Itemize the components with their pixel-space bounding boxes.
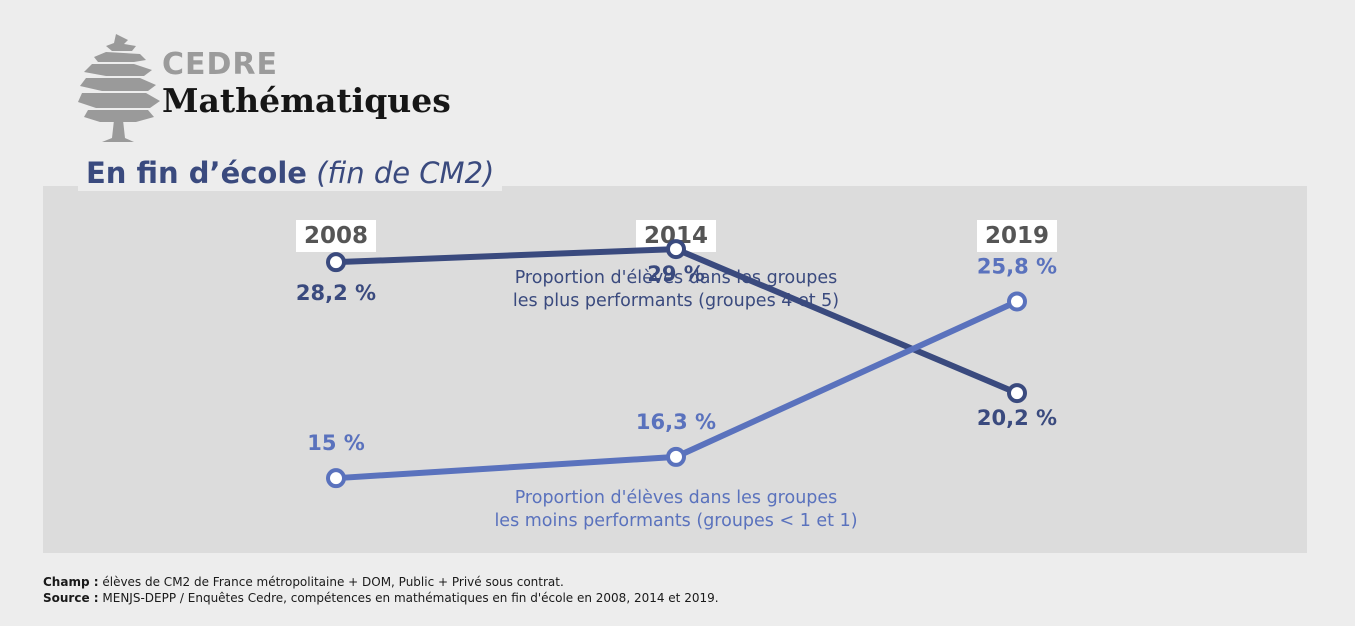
year-label-2008: 2008 [295, 220, 377, 252]
data-label-1-0: 15 % [307, 431, 365, 455]
source-label: Source : [43, 591, 99, 605]
cedar-tree-logo [78, 34, 160, 142]
heading-main: En fin d’école [86, 156, 307, 190]
subject-title: Mathématiques [162, 81, 451, 120]
source-note: Source : MENJS-DEPP / Enquêtes Cedre, co… [43, 590, 719, 606]
year-label-2014: 2014 [635, 220, 717, 252]
champ-text: élèves de CM2 de France métropolitaine +… [98, 575, 564, 589]
data-point-1-0 [326, 468, 346, 489]
champ-note: Champ : élèves de CM2 de France métropol… [43, 574, 719, 590]
data-point-0-1 [666, 239, 686, 260]
data-label-0-0: 28,2 % [296, 281, 376, 305]
data-label-1-2: 25,8 % [977, 254, 1057, 278]
series-label-1-line-1: les moins performants (groupes < 1 et 1) [494, 511, 857, 531]
year-label-2019: 2019 [976, 220, 1058, 252]
series-label-1-line-0: Proportion d'élèves dans les groupes [515, 488, 838, 508]
data-label-0-2: 20,2 % [977, 406, 1057, 430]
brand-title: CEDRE [162, 47, 279, 82]
data-point-1-1 [666, 446, 686, 467]
data-point-1-2 [1007, 291, 1027, 312]
source-text: MENJS-DEPP / Enquêtes Cedre, compétences… [98, 591, 719, 605]
page-heading: En fin d’école (fin de CM2) [78, 155, 503, 191]
footnotes: Champ : élèves de CM2 de France métropol… [43, 574, 719, 606]
series-label-0-line-0: Proportion d'élèves dans les groupes [515, 268, 838, 288]
data-label-0-1: 29 % [647, 262, 705, 286]
heading-sub: (fin de CM2) [316, 156, 495, 190]
data-point-0-0 [326, 252, 346, 273]
champ-label: Champ : [43, 575, 99, 589]
data-point-0-2 [1007, 383, 1027, 404]
series-label-0-line-1: les plus performants (groupes 4 et 5) [513, 291, 839, 311]
data-label-1-1: 16,3 % [636, 410, 716, 434]
